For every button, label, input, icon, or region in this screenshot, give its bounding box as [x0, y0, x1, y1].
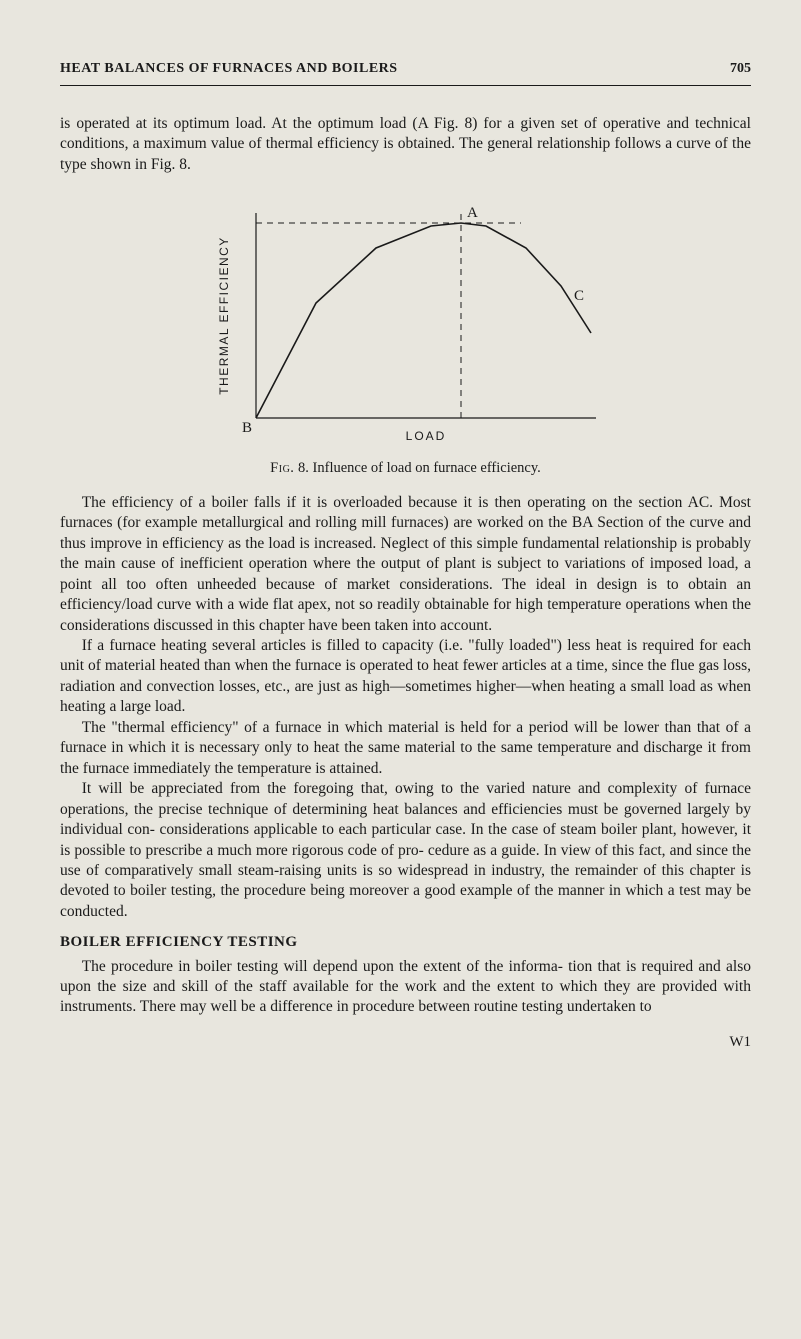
paragraph-3: If a furnace heating several articles is…: [60, 636, 751, 718]
header-title: HEAT BALANCES OF FURNACES AND BOILERS: [60, 60, 398, 79]
figure-8: A B C THERMAL EFFICIENCY LOAD Fig. 8. Influe…: [60, 193, 751, 479]
svg-text:C: C: [574, 288, 584, 304]
page-number: 705: [730, 60, 751, 79]
paragraph-2: The efficiency of a boiler falls if it i…: [60, 493, 751, 636]
svg-text:THERMAL EFFICIENCY: THERMAL EFFICIENCY: [217, 236, 231, 395]
svg-text:A: A: [467, 205, 478, 221]
intro-paragraph: is operated at its optimum load. At the …: [60, 114, 751, 175]
page-header: HEAT BALANCES OF FURNACES AND BOILERS 70…: [60, 60, 751, 79]
paragraph-4: The "thermal efficiency" of a furnace in…: [60, 718, 751, 779]
caption-num: 8.: [298, 460, 309, 476]
footer-mark: W1: [60, 1032, 751, 1052]
paragraph-5: It will be appreciated from the foregoin…: [60, 779, 751, 922]
body-text-3: The procedure in boiler testing will dep…: [60, 957, 751, 1018]
figure-caption: Fig. 8. Influence of load on furnace eff…: [60, 459, 751, 479]
caption-text: Influence of load on furnace efficiency.: [313, 460, 541, 476]
section-title: BOILER EFFICIENCY TESTING: [60, 932, 751, 952]
efficiency-curve-chart: A B C THERMAL EFFICIENCY LOAD: [196, 193, 616, 453]
body-text: is operated at its optimum load. At the …: [60, 114, 751, 175]
caption-prefix: Fig.: [270, 460, 294, 476]
svg-text:B: B: [242, 420, 252, 436]
svg-text:LOAD: LOAD: [405, 429, 446, 443]
paragraph-6: The procedure in boiler testing will dep…: [60, 957, 751, 1018]
header-rule: [60, 85, 751, 86]
body-text-2: The efficiency of a boiler falls if it i…: [60, 493, 751, 923]
